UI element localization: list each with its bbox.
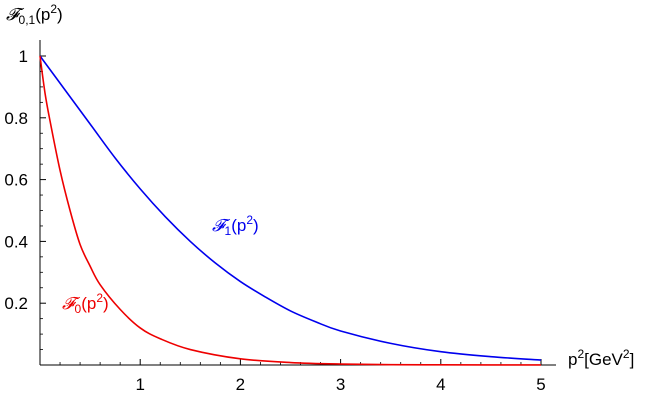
y-axis-label: 𝓕0,1(p2) — [6, 2, 63, 27]
x-axis-label: p2[GeV2] — [568, 347, 635, 369]
series-label-f1: 𝓕1(p2) — [212, 213, 259, 238]
series-label-f0: 𝓕0(p2) — [62, 291, 109, 316]
y-tick-label: 0.8 — [4, 109, 28, 128]
series-f1-line — [39, 55, 542, 361]
ticks: 1 2 3 4 5 0.2 0.4 0.6 0.8 1 — [4, 47, 545, 394]
x-tick-label: 2 — [236, 375, 245, 394]
y-tick-label: 0.4 — [4, 232, 28, 251]
series-f0-line — [39, 55, 542, 366]
x-tick-label: 4 — [436, 375, 445, 394]
curves — [39, 55, 542, 366]
axes — [39, 40, 556, 366]
x-tick-label: 5 — [536, 375, 545, 394]
y-tick-label: 0.2 — [4, 294, 28, 313]
y-tick-label: 1 — [19, 47, 28, 66]
x-tick-label: 1 — [135, 375, 144, 394]
y-tick-label: 0.6 — [4, 171, 28, 190]
x-tick-label: 3 — [336, 375, 345, 394]
